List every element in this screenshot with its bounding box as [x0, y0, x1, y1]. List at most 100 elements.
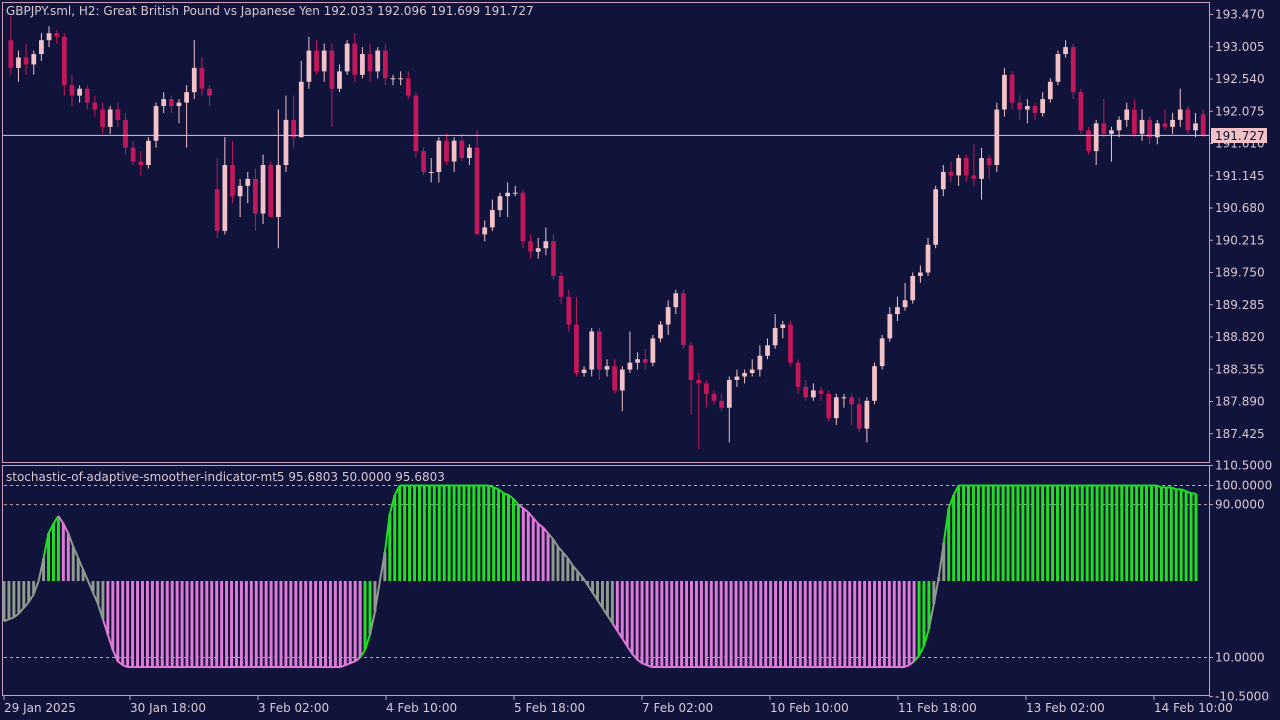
candle-body [1025, 106, 1030, 110]
candle-body [84, 88, 90, 103]
candle-body [314, 50, 319, 72]
price-tick-label: 191.145 [1215, 169, 1265, 183]
candle [650, 334, 656, 367]
candle-body [1070, 47, 1076, 93]
indicator-line-segment [616, 630, 624, 639]
candle [581, 366, 587, 377]
indicator-panel-frame [2, 465, 1210, 696]
indicator-line-segment [72, 546, 80, 559]
candle-body [482, 227, 488, 235]
candle-body [543, 241, 549, 249]
candle [574, 296, 579, 377]
candle [910, 272, 916, 304]
candle-body [100, 109, 105, 127]
indicator-line-segment [576, 570, 584, 578]
current-price-box [1211, 128, 1267, 143]
candle-body [849, 397, 854, 405]
candle [963, 154, 969, 183]
candle-body [222, 165, 228, 231]
candle-body [16, 57, 21, 68]
candle [940, 165, 946, 197]
candle-body [275, 165, 281, 218]
indicator-line-segment [47, 523, 55, 534]
indicator-line-segment [373, 580, 381, 612]
candle-body [184, 92, 189, 103]
indicator-line-segment [908, 660, 915, 666]
candle [245, 171, 251, 204]
candle-body [168, 99, 174, 107]
candle [1086, 126, 1091, 155]
candle [1147, 116, 1153, 145]
indicator-line-segment [111, 649, 119, 662]
main-panel[interactable]: GBPJPY.sml, H2: Great British Pound vs J… [2, 2, 1210, 463]
current-price-label: 191.727 [1211, 128, 1267, 143]
indicator-line-segment [557, 546, 564, 554]
candle-body [191, 67, 197, 93]
candle-body [61, 36, 67, 86]
candle-body [245, 178, 251, 186]
candle [1124, 102, 1130, 127]
indicator-line-segment [567, 557, 574, 567]
candle-body [665, 307, 671, 325]
candle-body [986, 158, 992, 165]
candle-body [428, 171, 434, 173]
time-tick-label: 13 Feb 02:00 [1026, 701, 1105, 715]
candle [849, 393, 854, 426]
candle [31, 50, 37, 75]
indicator-line-segment [932, 577, 940, 605]
candle [665, 300, 671, 335]
candle [1032, 102, 1038, 120]
candle-body [765, 345, 770, 356]
candle-body [826, 393, 832, 419]
candle [818, 386, 824, 401]
candle [436, 137, 442, 183]
time-tick-label: 3 Feb 02:00 [258, 701, 329, 715]
candle [283, 95, 289, 172]
indicator-line-segment [586, 584, 594, 594]
price-tick-label: 188.355 [1215, 362, 1265, 376]
candle [872, 362, 877, 405]
candle-body [535, 248, 541, 252]
candle [260, 154, 266, 224]
candle [619, 366, 625, 412]
candle [1047, 78, 1053, 103]
candle [994, 102, 1000, 172]
candle-body [1047, 81, 1053, 100]
candle-body [375, 50, 381, 72]
candle-body [230, 165, 235, 197]
indicator-line-segment [388, 494, 396, 515]
indicator-line-segment [369, 611, 376, 635]
candle-body [390, 78, 396, 80]
candle-body [596, 331, 602, 370]
indicator-panel[interactable]: stochastic-of-adaptive-smoother-indicato… [2, 465, 1210, 696]
indicator-line-segment [606, 614, 614, 624]
candle-body [1139, 119, 1145, 134]
candle-body [214, 189, 220, 231]
candle [107, 106, 113, 134]
candle [191, 40, 197, 100]
candle-body [153, 106, 159, 141]
candle [512, 185, 518, 197]
candle [856, 397, 862, 433]
candle [765, 338, 770, 360]
time-axis[interactable]: 29 Jan 2025 30 Jan 18:00 3 Feb 02:00 4 Feb … [3, 696, 1233, 715]
candle [306, 36, 312, 89]
candle-body [703, 383, 709, 394]
candle [451, 137, 457, 172]
price-axis[interactable]: 193.470193.005192.540192.075191.610191.1… [1209, 8, 1265, 441]
indicator-line-segment [77, 557, 85, 570]
candle-body [711, 393, 717, 401]
candle-body [344, 43, 350, 72]
candle-body [757, 355, 763, 370]
indicator-line-segment [13, 612, 20, 619]
candle [1063, 40, 1068, 58]
candle [367, 43, 373, 82]
candle [895, 296, 900, 322]
candle [1002, 67, 1007, 117]
indicator-tick-label: 10.0000 [1215, 651, 1265, 665]
indicator-line-segment [631, 653, 638, 661]
main-panel-frame [2, 2, 1210, 463]
candle-body [306, 50, 312, 82]
candle-body [298, 81, 304, 138]
